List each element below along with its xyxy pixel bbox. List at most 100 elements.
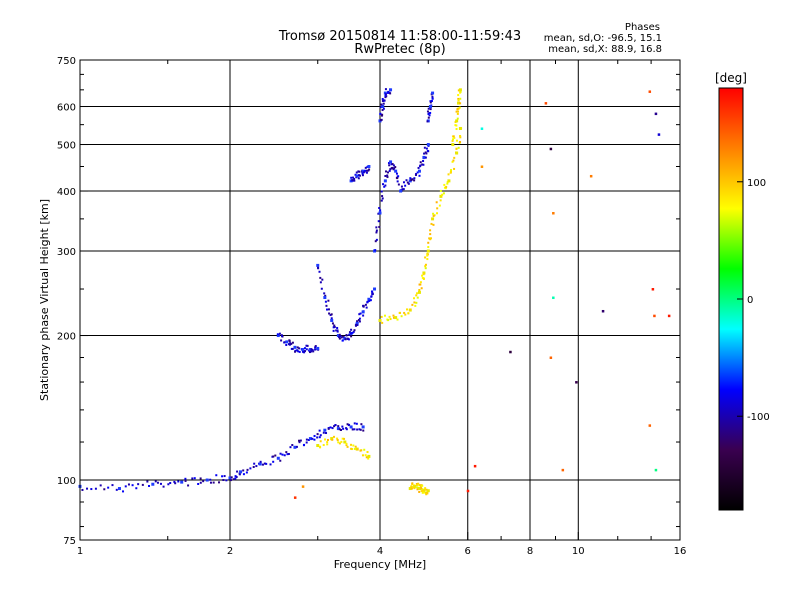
echo-point-o [228,476,232,480]
echo-point-o [162,485,165,488]
echo-point-o [390,163,393,166]
echo-point-o [115,488,118,491]
echo-point-o [314,348,317,351]
echo-point-x [413,484,417,488]
echo-point-o [269,463,272,466]
echo-point-x [421,274,424,277]
echo-point-o [236,470,239,473]
echo-point-x [352,444,355,447]
echo-point-x [414,304,417,307]
echo-point-o [174,482,177,485]
echo-point-x [427,246,430,249]
echo-point-o [252,465,255,468]
echo-point-x [387,319,390,322]
echo-point-o [367,164,371,168]
echo-point-x [424,263,427,266]
echo-point-x [427,241,430,244]
scatter-point [667,314,671,318]
echo-point-x [418,484,421,487]
echo-point-x [418,289,421,292]
echo-point-o [336,330,339,333]
echo-point-o [397,175,400,178]
colorbar-tick-label: -100 [747,412,770,423]
colorbar-tick-label: 0 [747,295,753,306]
echo-point-x [410,485,413,488]
echo-point-o [380,118,383,121]
echo-point-x [456,112,459,115]
echo-point-o [422,163,425,166]
echo-point-o [347,338,350,341]
echo-point-x [322,444,325,447]
echo-point-o [349,332,352,335]
echo-point-o [361,174,364,177]
scatter-point [552,296,555,300]
echo-point-o [313,438,316,441]
echo-point-x [447,179,451,183]
echo-point-o [293,345,297,349]
echo-point-o [381,197,384,200]
y-tick-label: 400 [57,187,76,198]
echo-point-x [457,101,461,105]
echo-point-o [394,169,398,173]
echo-point-x [337,441,340,444]
echo-point-o [334,424,337,427]
scatter-point [653,314,656,318]
echo-point-o [417,166,420,169]
echo-point-x [426,254,429,257]
echo-point-o [349,425,353,429]
scatter-point [648,90,652,93]
echo-point-x [415,484,418,487]
echo-point-o [384,93,387,96]
echo-point-o [374,249,377,252]
phases-heading: Phases [624,22,660,33]
echo-point-o [205,478,209,482]
echo-point-x [438,204,441,207]
echo-point-x [383,314,386,317]
echo-point-o [310,350,313,353]
echo-point-x [319,445,322,448]
echo-point-o [341,335,344,338]
echo-point-x [451,143,455,147]
echo-point-o [316,436,319,439]
echo-point-o [352,330,355,333]
echo-point-o [238,473,241,476]
echo-point-o [295,445,298,448]
echo-point-o [361,172,364,175]
echo-point-o [291,341,294,344]
echo-point-o [388,169,391,172]
echo-point-x [459,140,462,143]
echo-point-o [381,195,384,198]
echo-point-o [362,171,365,174]
echo-point-o [338,336,341,339]
echo-point-o [255,465,258,468]
echo-point-x [418,490,421,493]
echo-point-x [326,438,329,441]
echo-point-o [415,172,418,175]
scatter-point [301,485,305,488]
echo-point-o [331,322,334,325]
echo-point-o [355,422,358,425]
echo-point-x [416,486,419,489]
echo-point-o [426,143,430,147]
echo-point-o [424,151,427,154]
echo-point-o [199,481,202,484]
echo-point-o [422,155,426,159]
echo-point-o [314,346,317,349]
echo-point-o [413,177,416,180]
echo-point-o [281,453,284,456]
echo-point-x [450,169,453,172]
echo-point-o [306,344,309,347]
echo-point-o [386,171,389,174]
echo-point-x [415,301,418,304]
echo-point-o [202,480,205,483]
echo-point-o [330,318,334,322]
echo-point-x [406,308,409,311]
echo-point-o [385,170,388,173]
echo-point-o [381,100,384,103]
echo-point-x [417,290,421,294]
echo-point-o [431,91,435,95]
echo-point-x [432,214,435,217]
echo-point-x [330,437,334,441]
echo-point-o [353,428,356,431]
echo-point-o [151,482,155,486]
